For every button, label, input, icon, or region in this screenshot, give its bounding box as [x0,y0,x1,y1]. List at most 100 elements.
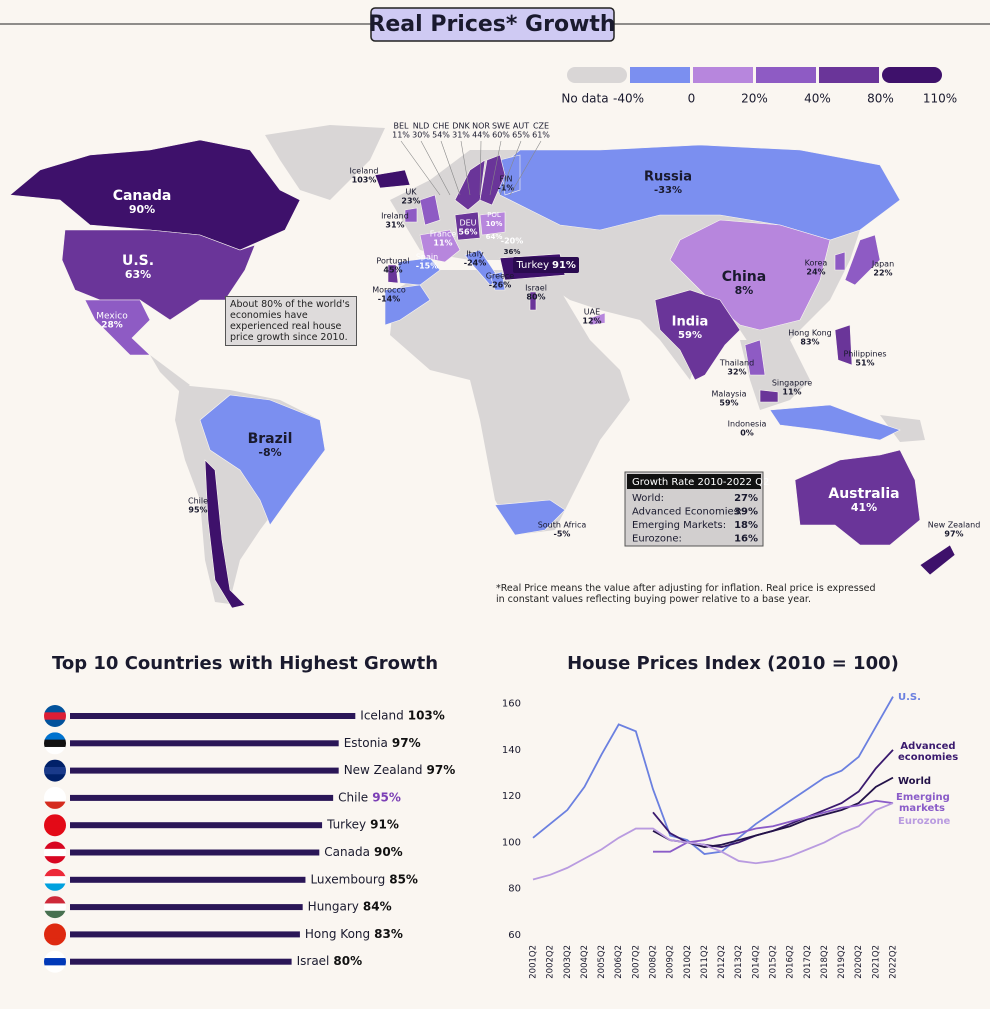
bar-value-label: 85% [389,872,418,886]
country-shape [454,211,481,241]
country-name: Singapore [772,379,812,388]
leader-line [440,140,461,196]
country-shape [919,544,956,576]
country-shape [479,154,506,206]
country-name: Italy [466,250,484,259]
country-value: 64% [486,233,503,241]
country-value: -20% [501,237,523,246]
bar-category: New Zealand [344,763,423,777]
country-shape [374,169,411,189]
country-name: Spain [416,253,438,262]
country-shape [387,264,399,284]
flag-stripe [44,910,66,919]
country-value: 32% [727,368,746,377]
country-shape [419,194,441,226]
x-tick-label: 2013Q2 [734,945,744,979]
country-name: Ireland [381,212,409,221]
country-value: 91% [552,260,576,271]
page-title: Real Prices* Growth [368,12,615,37]
bar [70,958,292,965]
country-shape [384,284,431,326]
bar-value-label: 103% [408,709,445,723]
table-cell: World: [632,493,664,504]
flag-stripe [44,759,66,768]
table-cell: Advanced Economies: [632,507,742,518]
country-shape [759,389,779,403]
country-value: 90% [129,203,155,216]
chart-title: Top 10 Countries with Highest Growth [52,653,438,674]
country-name: Australia [828,486,899,502]
y-tick-label: 100 [502,837,521,848]
legend-swatch [693,67,753,83]
country-value: 10% [486,220,503,228]
country-value: 56% [458,228,477,237]
country-shape [404,207,418,223]
table-cell: 39% [734,507,758,518]
country-name: UK [405,188,417,197]
leader-line [420,140,451,196]
flag-stripe [44,868,66,877]
country-name: India [672,315,709,330]
y-tick-label: 120 [502,791,521,802]
bar-category: Chile [338,790,368,804]
country-name: BEL [394,122,410,131]
x-tick-label: 2011Q2 [700,945,710,979]
country-value: 0% [740,429,754,438]
bar [70,713,356,719]
flag-stripe [44,705,66,713]
flag-stripe [44,719,66,727]
flag-stripe [44,766,66,775]
country-value: -15% [416,262,438,271]
series-label: World [898,776,932,787]
country-shape [769,404,901,441]
country-value: 59% [719,399,738,408]
country-value: 51% [855,359,874,368]
legend-swatch [756,67,816,83]
country-name: POL [487,211,501,219]
country-name: Morocco [372,286,406,295]
bar [70,794,334,801]
x-tick-label: 2008Q2 [649,945,659,979]
country-name: South Africa [538,521,587,530]
country-name: DEU [459,219,476,228]
bar-category: Hungary [308,900,359,914]
country-value: 36% [504,248,521,256]
flag [44,896,66,919]
bar-value-label: 97% [427,763,456,777]
table-cell: Eurozone: [632,534,682,545]
country-shape [494,499,566,536]
x-tick-label: 2014Q2 [751,945,761,979]
country-value: -26% [489,281,511,290]
country-name: CZE [533,122,549,131]
title-box [370,7,615,42]
country-value: 11% [433,239,452,248]
flag-stripe [44,739,66,748]
country-shape [9,139,301,251]
flag-stripe [44,794,66,803]
bar-value-label: 84% [363,900,392,914]
flag [44,732,66,755]
bar [70,767,339,774]
country-shape [844,234,881,286]
country-shape [479,211,506,236]
leader-line [460,140,471,196]
country-value: 61% [532,131,550,140]
country-value: 59% [678,330,702,341]
country-value: -24% [464,259,486,268]
legend-label: 40% [804,92,831,106]
country-name: SWE [492,122,510,131]
flag [44,814,66,837]
leader-line [489,140,502,196]
country-name: UAE [584,308,600,317]
table-header [627,474,761,489]
flag-stripe [44,712,66,721]
country-name: China [722,269,766,285]
flag-stripe [44,958,66,966]
bar-value-label: 80% [333,954,362,968]
country-shape [834,324,853,366]
country-value: 23% [401,197,420,206]
series-label: Advanced economies [898,741,959,763]
country-shape [204,459,246,609]
country-value: 30% [412,131,430,140]
bar-value-label: 91% [370,818,399,832]
